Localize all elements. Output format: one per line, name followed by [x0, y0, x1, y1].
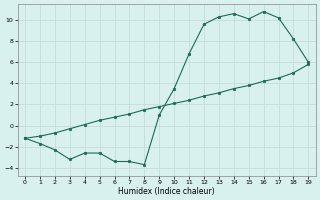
X-axis label: Humidex (Indice chaleur): Humidex (Indice chaleur) [118, 187, 215, 196]
